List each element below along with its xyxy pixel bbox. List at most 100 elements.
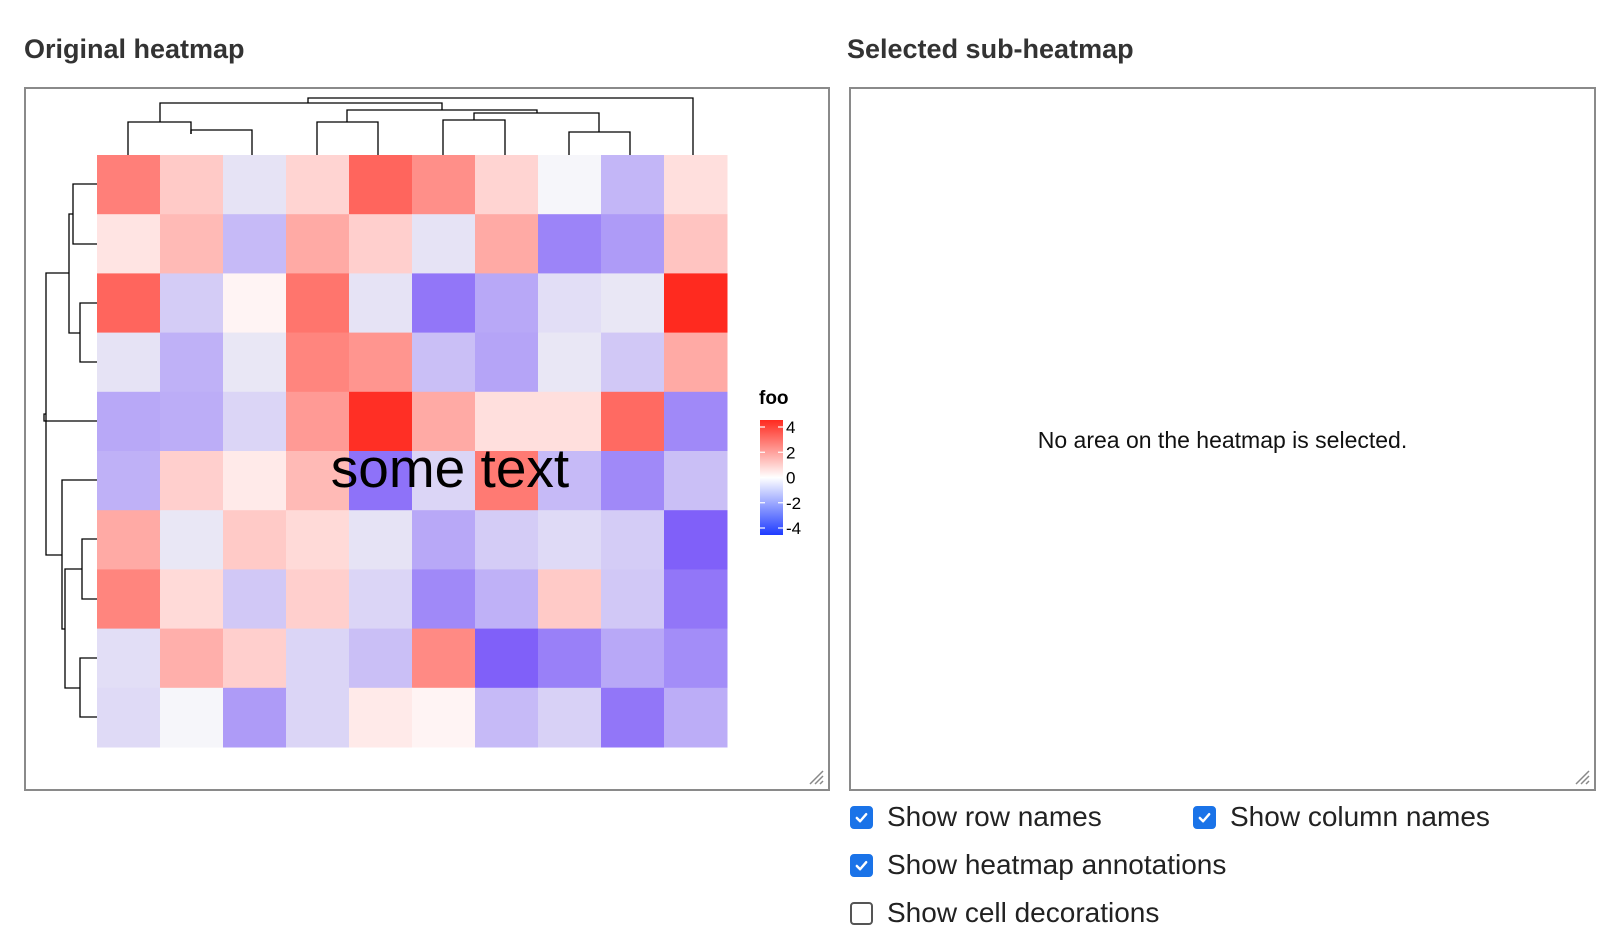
heatmap-cell[interactable] xyxy=(412,569,476,630)
heatmap-cell[interactable] xyxy=(601,687,665,748)
heatmap-cell[interactable] xyxy=(475,273,539,334)
heatmap-cell[interactable] xyxy=(97,332,161,393)
heatmap-cell[interactable] xyxy=(475,155,539,215)
heatmap-cell[interactable] xyxy=(412,214,476,274)
heatmap-cell[interactable] xyxy=(601,451,665,511)
heatmap-cell[interactable] xyxy=(601,510,665,570)
heatmap-cell[interactable] xyxy=(160,687,224,748)
heatmap-cell[interactable] xyxy=(664,332,728,393)
heatmap-cell[interactable] xyxy=(349,510,413,570)
heatmap-cell[interactable] xyxy=(664,451,728,511)
show-row-names-checkbox[interactable] xyxy=(850,805,873,829)
heatmap-cell[interactable] xyxy=(412,628,476,689)
heatmap-cell[interactable] xyxy=(223,273,287,334)
heatmap-cell[interactable] xyxy=(349,687,413,748)
heatmap-cell[interactable] xyxy=(160,391,224,452)
heatmap-cell[interactable] xyxy=(97,155,161,215)
heatmap-cell[interactable] xyxy=(349,569,413,630)
heatmap-cell[interactable] xyxy=(286,628,350,689)
heatmap-cell[interactable] xyxy=(601,155,665,215)
heatmap-cell[interactable] xyxy=(160,332,224,393)
heatmap-cell[interactable] xyxy=(97,628,161,689)
show-cell-decorations-checkbox[interactable] xyxy=(850,901,873,925)
heatmap-cell[interactable] xyxy=(223,391,287,452)
heatmap-cell[interactable] xyxy=(223,332,287,393)
heatmap-cells[interactable] xyxy=(97,155,728,748)
heatmap-cell[interactable] xyxy=(412,391,476,452)
heatmap-cell[interactable] xyxy=(475,332,539,393)
sub-heatmap-panel[interactable]: No area on the heatmap is selected. xyxy=(849,87,1596,791)
heatmap-cell[interactable] xyxy=(286,569,350,630)
heatmap-cell[interactable] xyxy=(664,391,728,452)
heatmap-cell[interactable] xyxy=(97,451,161,511)
heatmap-cell[interactable] xyxy=(286,451,350,511)
heatmap-cell[interactable] xyxy=(286,510,350,570)
heatmap-cell[interactable] xyxy=(160,510,224,570)
heatmap-cell[interactable] xyxy=(97,273,161,334)
heatmap-cell[interactable] xyxy=(538,510,602,570)
heatmap-cell[interactable] xyxy=(97,214,161,274)
heatmap-cell[interactable] xyxy=(538,569,602,630)
heatmap-cell[interactable] xyxy=(97,687,161,748)
heatmap-cell[interactable] xyxy=(538,155,602,215)
heatmap-cell[interactable] xyxy=(664,273,728,334)
heatmap-cell[interactable] xyxy=(475,451,539,511)
heatmap-cell[interactable] xyxy=(286,332,350,393)
heatmap-cell[interactable] xyxy=(538,214,602,274)
show-row-names-option[interactable]: Show row names xyxy=(850,801,1102,833)
heatmap-cell[interactable] xyxy=(349,273,413,334)
heatmap-cell[interactable] xyxy=(664,155,728,215)
heatmap-cell[interactable] xyxy=(349,332,413,393)
heatmap-cell[interactable] xyxy=(286,214,350,274)
heatmap-cell[interactable] xyxy=(160,569,224,630)
heatmap-cell[interactable] xyxy=(286,273,350,334)
heatmap-cell[interactable] xyxy=(412,510,476,570)
original-heatmap-panel[interactable]: some text foo 4 2 0 -2 -4 xyxy=(24,87,830,791)
heatmap-cell[interactable] xyxy=(349,451,413,511)
resize-handle-icon[interactable] xyxy=(1574,769,1590,785)
heatmap-cell[interactable] xyxy=(538,273,602,334)
heatmap-cell[interactable] xyxy=(160,214,224,274)
heatmap-cell[interactable] xyxy=(412,687,476,748)
heatmap-cell[interactable] xyxy=(349,214,413,274)
heatmap-cell[interactable] xyxy=(286,391,350,452)
show-column-names-option[interactable]: Show column names xyxy=(1193,801,1490,833)
heatmap-cell[interactable] xyxy=(349,391,413,452)
show-heatmap-annotations-option[interactable]: Show heatmap annotations xyxy=(850,849,1226,881)
heatmap-cell[interactable] xyxy=(538,391,602,452)
show-column-names-checkbox[interactable] xyxy=(1193,805,1216,829)
heatmap-cell[interactable] xyxy=(601,214,665,274)
heatmap-cell[interactable] xyxy=(223,451,287,511)
heatmap-cell[interactable] xyxy=(664,510,728,570)
heatmap-cell[interactable] xyxy=(664,214,728,274)
heatmap-cell[interactable] xyxy=(538,332,602,393)
heatmap-cell[interactable] xyxy=(412,155,476,215)
heatmap-cell[interactable] xyxy=(475,628,539,689)
heatmap-cell[interactable] xyxy=(664,628,728,689)
heatmap-cell[interactable] xyxy=(223,687,287,748)
heatmap-cell[interactable] xyxy=(601,628,665,689)
heatmap-cell[interactable] xyxy=(475,214,539,274)
heatmap-cell[interactable] xyxy=(412,332,476,393)
heatmap-cell[interactable] xyxy=(601,332,665,393)
heatmap-cell[interactable] xyxy=(538,451,602,511)
show-cell-decorations-option[interactable]: Show cell decorations xyxy=(850,897,1159,929)
heatmap-cell[interactable] xyxy=(97,391,161,452)
heatmap-cell[interactable] xyxy=(664,687,728,748)
resize-handle-icon[interactable] xyxy=(808,769,824,785)
heatmap-cell[interactable] xyxy=(160,628,224,689)
heatmap-cell[interactable] xyxy=(601,273,665,334)
heatmap-cell[interactable] xyxy=(97,510,161,570)
heatmap-cell[interactable] xyxy=(475,391,539,452)
heatmap-cell[interactable] xyxy=(223,510,287,570)
heatmap-cell[interactable] xyxy=(223,628,287,689)
heatmap-cell[interactable] xyxy=(538,628,602,689)
heatmap-cell[interactable] xyxy=(160,451,224,511)
heatmap-cell[interactable] xyxy=(475,510,539,570)
heatmap-cell[interactable] xyxy=(223,214,287,274)
heatmap-cell[interactable] xyxy=(412,451,476,511)
show-heatmap-annotations-checkbox[interactable] xyxy=(850,853,873,877)
heatmap-cell[interactable] xyxy=(412,273,476,334)
heatmap-cell[interactable] xyxy=(475,569,539,630)
heatmap-cell[interactable] xyxy=(97,569,161,630)
